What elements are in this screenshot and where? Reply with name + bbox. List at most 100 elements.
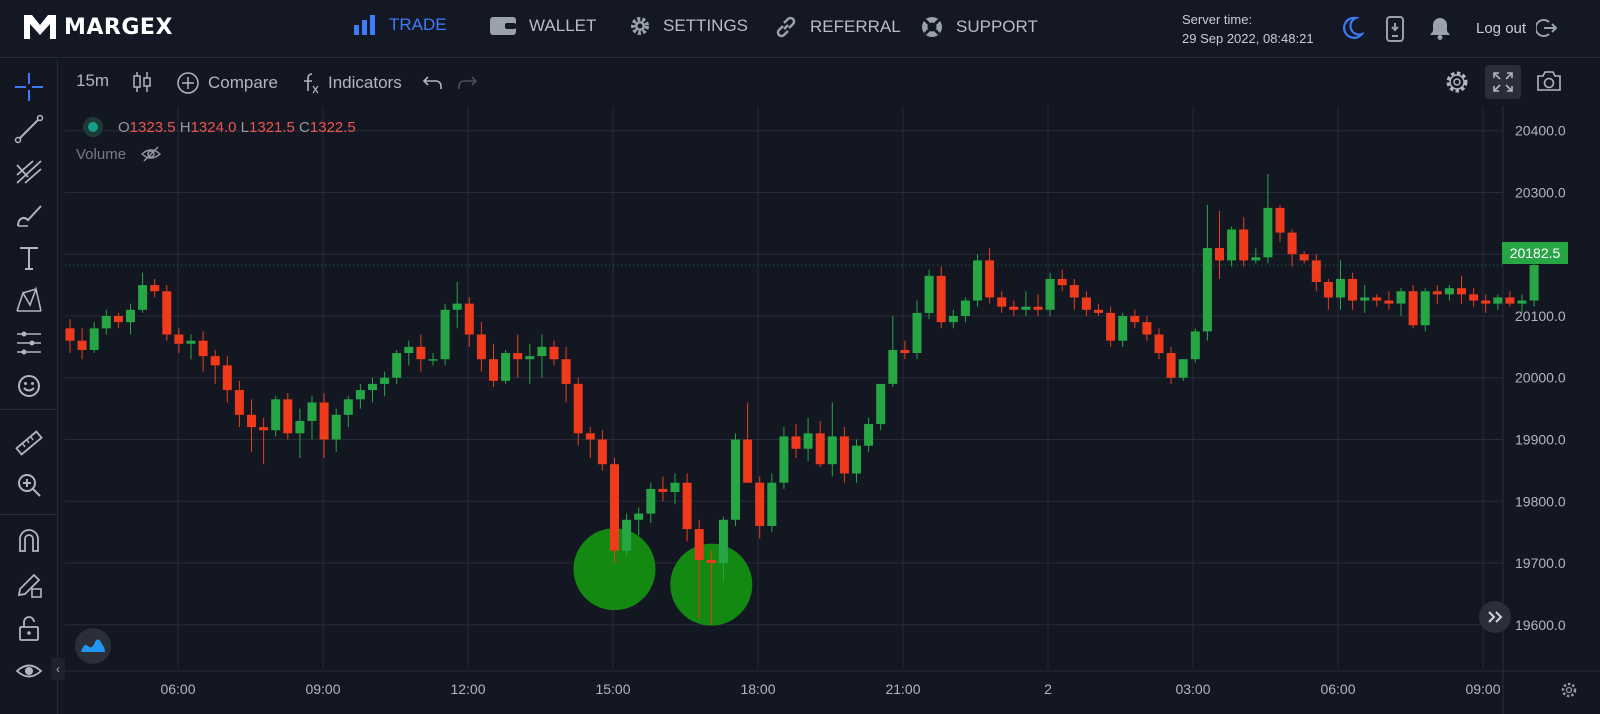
candle-body <box>1469 294 1479 301</box>
plus-circle-icon <box>177 72 199 94</box>
gear-icon <box>631 17 649 35</box>
candle-body <box>138 285 148 310</box>
toolbar-divider <box>0 409 58 410</box>
candle-body <box>779 436 789 483</box>
candle-body <box>404 346 414 354</box>
brand-logo[interactable]: MARGEX <box>22 11 173 43</box>
axis-settings-button[interactable] <box>1560 681 1578 704</box>
forecast-icon <box>17 331 41 355</box>
nav-support[interactable]: SUPPORT <box>920 15 1038 39</box>
nav-settings[interactable]: SETTINGS <box>629 15 748 37</box>
prediction-tool[interactable] <box>14 328 44 358</box>
indicators-button[interactable]: Indicators <box>300 71 402 95</box>
scroll-to-realtime-button[interactable] <box>1479 601 1511 633</box>
candle-body <box>113 315 123 323</box>
text-tool[interactable] <box>14 243 44 273</box>
nav-trade[interactable]: TRADE <box>353 15 447 35</box>
candle-body <box>440 309 450 360</box>
gear-icon <box>1561 682 1577 698</box>
brush-icon <box>17 205 42 227</box>
candle-body <box>1142 322 1152 335</box>
nav-referral[interactable]: REFERRAL <box>774 15 901 39</box>
price-chart[interactable]: 19600.0 19700.0 19800.0 19900.0 20000.0 20100… <box>65 106 1600 714</box>
candle-body <box>864 424 874 446</box>
candle-body <box>489 359 498 381</box>
candle-body <box>718 519 728 564</box>
candle-body <box>1275 207 1285 233</box>
candle-body <box>936 275 946 323</box>
time-tick-label: 2 <box>1044 681 1052 697</box>
candle-body <box>234 390 244 415</box>
candle-body <box>900 349 910 354</box>
candle-body <box>283 399 293 434</box>
fib-tool[interactable] <box>14 157 44 187</box>
candle-body <box>259 427 269 431</box>
ohlc-legend: O1323.5 H1324.0 L1321.5 C1322.5 <box>82 116 356 138</box>
candle-body <box>416 346 426 360</box>
candle-body <box>1360 297 1370 301</box>
candle-body <box>101 315 111 329</box>
volume-legend: Volume <box>76 145 162 163</box>
candle-body <box>610 464 619 551</box>
candle-body <box>1190 331 1200 360</box>
candle-body <box>1432 291 1442 295</box>
measure-tool[interactable] <box>14 428 44 458</box>
redo-button[interactable] <box>457 73 477 91</box>
server-time-value: 29 Sep 2022, 08:48:21 <box>1182 31 1314 46</box>
crosshair-tool[interactable] <box>14 72 44 102</box>
time-tick-label: 03:00 <box>1175 681 1210 697</box>
compare-button[interactable]: Compare <box>176 71 278 95</box>
logout-button[interactable]: Log out <box>1476 18 1558 38</box>
candle-body <box>355 390 365 400</box>
ruler-icon <box>15 430 43 456</box>
interval-button[interactable]: 15m <box>76 71 109 91</box>
trend-line-tool[interactable] <box>14 114 44 144</box>
mobile-app-button[interactable] <box>1386 16 1404 47</box>
time-tick-label: 12:00 <box>450 681 485 697</box>
collapse-toolbar-button[interactable]: ‹ <box>51 658 65 680</box>
brand-name: MARGEX <box>64 14 173 40</box>
candle-body <box>1517 300 1527 304</box>
candle-body <box>658 488 668 492</box>
candle-body <box>755 482 765 526</box>
logout-label: Log out <box>1476 19 1527 37</box>
top-navigation: MARGEX TRADE WALLET SETTINGS REFERRAL SU… <box>0 0 1600 58</box>
candle-body <box>827 436 837 465</box>
pattern-tool[interactable] <box>14 285 44 315</box>
time-tick-label: 06:00 <box>1320 681 1355 697</box>
high-label: H <box>179 118 191 136</box>
brush-tool[interactable] <box>14 200 44 230</box>
notifications-button[interactable] <box>1429 16 1451 45</box>
link-icon <box>776 16 796 38</box>
fullscreen-button[interactable] <box>1485 65 1521 99</box>
mobile-phone-icon <box>1386 16 1404 42</box>
visibility-tool[interactable] <box>14 656 44 686</box>
tradingview-logo[interactable] <box>75 628 111 664</box>
screenshot-button[interactable] <box>1536 69 1562 93</box>
chart-settings-button[interactable] <box>1444 69 1470 95</box>
candle-body <box>997 297 1007 307</box>
candle-body <box>1420 291 1430 326</box>
undo-button[interactable] <box>423 73 443 91</box>
time-tick-label: 21:00 <box>885 681 920 697</box>
time-tick-label: 06:00 <box>160 681 195 697</box>
lock-drawing-tool[interactable] <box>14 570 44 600</box>
candle-body <box>1457 288 1466 295</box>
lock-all-tool[interactable] <box>14 613 44 643</box>
zoom-tool[interactable] <box>14 470 44 500</box>
candle-body <box>271 399 281 431</box>
eye-hidden-icon[interactable] <box>140 145 162 163</box>
nav-wallet[interactable]: WALLET <box>489 15 596 37</box>
zoom-in-icon <box>18 474 41 497</box>
candle-body <box>912 312 922 354</box>
candle-body <box>948 315 958 323</box>
chart-type-button[interactable] <box>132 71 152 93</box>
magnet-tool[interactable] <box>14 526 44 556</box>
icon-tool[interactable] <box>14 371 44 401</box>
unlock-icon <box>19 616 39 641</box>
candle-body <box>476 334 486 360</box>
theme-toggle[interactable] <box>1342 16 1366 45</box>
candle-body <box>501 353 511 381</box>
candle-body <box>646 488 656 514</box>
candle-body <box>1287 232 1297 255</box>
